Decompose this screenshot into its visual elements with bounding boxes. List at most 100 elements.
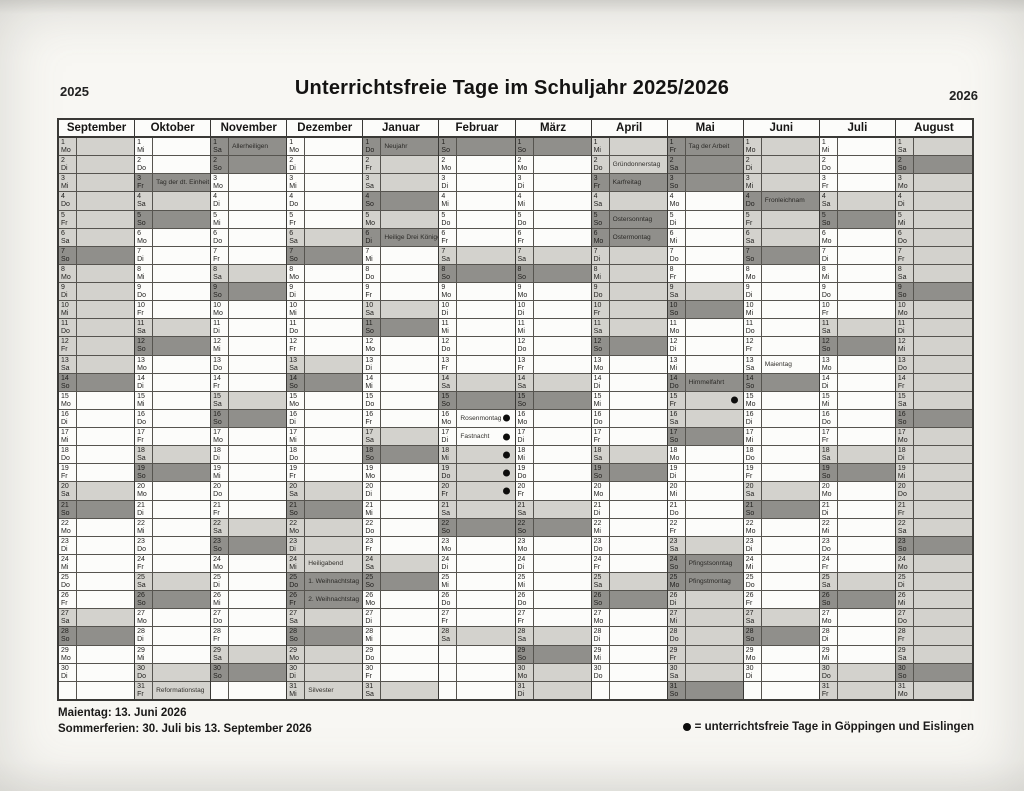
day-number: 25 [897,574,906,581]
day-annotation [610,482,667,499]
day-number-column: 20 Do [896,482,914,500]
day-number: 15 [365,392,374,400]
holiday-label: Fastnacht [460,433,490,441]
day-number: 21 [441,501,450,509]
day-weekday: Mi [897,600,906,608]
day-annotation [77,337,134,354]
day-cell: 17 Fr [591,428,667,447]
day-annotation [686,627,743,644]
day-cell: 1 Sa Allerheiligen [211,138,287,157]
day-annotation [762,464,819,481]
month-name: Juli [819,120,895,138]
page-title: Unterrichtsfreie Tage im Schuljahr 2025/… [294,77,730,99]
day-number-column: 27 Mo [820,609,838,627]
day-annotation [229,609,286,626]
day-cell: 29 Do [363,645,439,664]
day-weekday: Mo [745,400,756,408]
day-weekday: Mi [441,201,449,209]
day-number: 13 [289,356,298,364]
day-annotation [838,482,895,499]
day-number: 9 [61,284,65,291]
day-number-column: 16 So [896,409,914,427]
day-annotation [914,464,972,481]
day-number-column: 1 Mi [592,138,610,156]
day-annotation [686,247,743,264]
day-weekday: Fr [669,147,677,154]
day-weekday: Mi [213,346,221,354]
day-annotation: Fronleichnam [762,192,819,209]
year-label-left: 2025 [60,84,89,99]
day-number-column: 11 Mo [668,319,686,337]
day-annotation [457,156,514,173]
day-number-column: 16 Sa [668,409,686,427]
day-number-column: 27 Fr [439,609,458,627]
day-cell: 9 Do [591,283,667,302]
day-weekday: Do [365,527,375,535]
day-annotation [229,283,286,300]
day-number: 15 [213,392,221,400]
day-annotation [457,519,514,536]
day-number: 20 [821,483,830,491]
day-number: 10 [745,302,754,310]
legend-text: = unterrichtsfreie Tage in Göppingen und… [694,721,974,733]
day-number-column: 7 So [287,246,306,264]
day-annotation [686,482,743,499]
day-annotation [914,555,972,572]
day-number: 2 [289,157,294,165]
day-cell: 9 Mo [439,283,515,302]
day-number: 29 [61,646,69,654]
day-number-column: 26 Mi [211,591,230,609]
day-number: 28 [213,628,221,636]
day-cell: 19 So [135,464,211,483]
day-number-column: 9 Mo [516,283,534,301]
day-cell: 28 So [287,627,363,646]
day-weekday: Mi [821,527,830,535]
day-annotation [838,410,895,427]
day-number-column: 9 So [211,283,230,301]
day-cell: 4 Do [59,192,135,211]
day-number-column: 30 So [211,663,230,681]
day-cell: 24 Mi [743,554,819,573]
day-cell: 24 Fr [135,554,211,573]
day-number-column: 19 So [592,464,610,482]
day-cell: 28 Di [135,627,211,646]
day-cell: 17 Sa [363,428,439,447]
day-annotation [838,337,895,354]
day-number-column: 4 Mo [668,192,686,210]
day-number: 23 [289,537,298,545]
day-cell: 17 Mi [287,428,363,447]
day-weekday: Sa [593,201,603,209]
day-cell: 14 Di [819,373,895,392]
day-number: 1 [745,139,750,146]
day-number: 23 [669,537,678,545]
footer-note-sommerferien: Sommerferien: 30. Juli bis 13. September… [58,723,312,735]
day-number: 26 [745,592,754,600]
day-annotation [838,446,895,463]
day-cell: 16 Di [287,409,363,428]
day-cell: 2 Di [59,156,135,175]
day-number-column: 11 Sa [820,319,838,337]
month-name: Februar [439,120,515,138]
month-name: August [895,120,972,138]
day-weekday: Mi [897,473,906,481]
day-number-column: 12 Di [668,337,686,355]
day-weekday: Mi [213,600,221,608]
day-annotation [762,156,819,173]
day-number-column: 28 Fr [896,627,914,645]
day-number: 13 [365,356,374,364]
month-column: November 1 Sa Allerheiligen 2 So 3 Mo 4 Di 5 Mi 6 Do 7… [211,120,288,699]
day-number: 3 [669,175,674,183]
day-annotation [838,646,895,663]
day-cell: 15 Fr [667,391,743,410]
day-number: 29 [213,646,221,654]
day-number: 11 [289,320,297,328]
day-cell: 29 Mo [287,645,363,664]
day-number: 15 [669,392,678,400]
day-cell: 6 Mo [135,228,211,247]
day-annotation [762,501,819,518]
day-number-column: 24 Mi [287,554,306,572]
day-cell: 30 Sa [667,663,743,682]
day-weekday: Mo [137,237,147,245]
day-cell: 31 So [667,681,743,699]
day-cell: 3 Mo [895,174,972,193]
